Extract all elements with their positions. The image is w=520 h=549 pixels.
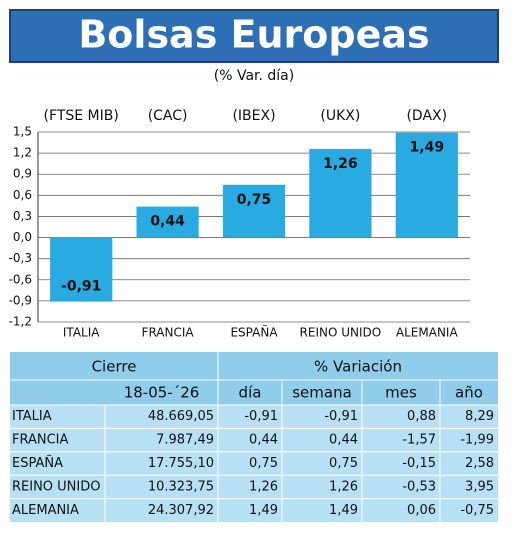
- x-tick-label: FRANCIA: [142, 326, 195, 340]
- table-cell: 1,49: [249, 503, 278, 518]
- table-cell: FRANCIA: [12, 433, 69, 448]
- table-cell: 1,49: [329, 503, 358, 518]
- table-cell: -0,75: [460, 503, 494, 518]
- table-column-header: 18-05-´26: [124, 384, 200, 402]
- y-tick-label: 0,6: [13, 188, 32, 202]
- table-cell: 7.987,49: [156, 433, 214, 448]
- bar: [309, 148, 372, 238]
- bar: [50, 237, 113, 302]
- table-cell: REINO UNIDO: [12, 479, 101, 494]
- table-group-header: Cierre: [92, 358, 137, 376]
- title-banner: [9, 9, 499, 63]
- index-label: (UKX): [320, 108, 360, 124]
- y-tick-label: 1,2: [13, 146, 32, 160]
- table-cell: ITALIA: [12, 409, 52, 424]
- x-tick-label: ALEMANIA: [396, 326, 459, 340]
- y-tick-label: -0,3: [9, 251, 32, 265]
- table-column-header: día: [239, 384, 262, 402]
- table-cell: 48.669,05: [148, 409, 214, 424]
- table-cell: 0,06: [407, 503, 436, 518]
- x-tick-label: ITALIA: [63, 326, 100, 340]
- table-column-header: semana: [292, 384, 352, 402]
- table-cell: 2,58: [465, 456, 494, 471]
- table-cell: 8,29: [465, 409, 494, 424]
- y-tick-label: -1,2: [9, 315, 32, 329]
- value-label: 0,75: [237, 192, 272, 208]
- table-cell: 10.323,75: [148, 479, 214, 494]
- x-tick-label: ESPAÑA: [230, 325, 278, 340]
- table-cell: 3,95: [465, 479, 494, 494]
- table-cell: 1,26: [249, 479, 278, 494]
- table-cell: 0,44: [249, 433, 278, 448]
- bar: [395, 132, 458, 238]
- table-cell: ESPAÑA: [12, 455, 63, 471]
- x-tick-label: REINO UNIDO: [300, 326, 382, 340]
- y-tick-label: 0,9: [13, 167, 32, 181]
- y-tick-label: -0,9: [9, 293, 32, 307]
- index-label: (DAX): [406, 108, 447, 124]
- y-tick-label: 1,5: [13, 125, 32, 139]
- table-column-header: año: [455, 384, 483, 402]
- value-label: 0,44: [150, 214, 185, 230]
- table-cell: 24.307,92: [148, 503, 214, 518]
- y-tick-label: -0,6: [9, 272, 32, 286]
- table-cell: -0,91: [244, 409, 278, 424]
- table-cell: -1,57: [402, 433, 436, 448]
- index-label: (CAC): [148, 108, 188, 124]
- y-tick-label: 0,0: [13, 230, 32, 244]
- table-cell: 0,75: [329, 456, 358, 471]
- value-label: 1,49: [410, 140, 445, 156]
- table-cell: 1,26: [329, 479, 358, 494]
- table-column-header: mes: [385, 384, 417, 402]
- table-cell: -0,91: [324, 409, 358, 424]
- table-cell: -0,15: [402, 456, 436, 471]
- bar: [222, 184, 286, 238]
- chart-subtitle: (% Var. día): [214, 68, 294, 84]
- table-cell: 0,75: [249, 456, 278, 471]
- value-label: 1,26: [323, 156, 358, 172]
- y-tick-label: 0,3: [13, 209, 32, 223]
- table-cell: -1,99: [460, 433, 494, 448]
- table-header: [10, 352, 498, 405]
- index-label: (IBEX): [232, 108, 275, 124]
- index-label: (FTSE MIB): [44, 108, 119, 124]
- chart-title: Bolsas Europeas: [78, 13, 429, 57]
- table-cell: ALEMANIA: [12, 503, 79, 518]
- table-cell: 17.755,10: [148, 456, 214, 471]
- value-label: -0,91: [61, 279, 101, 295]
- table-group-header: % Variación: [314, 358, 402, 376]
- table-cell: 0,44: [329, 433, 358, 448]
- table-cell: -0,53: [402, 479, 436, 494]
- table-cell: 0,88: [407, 409, 436, 424]
- bar: [136, 206, 199, 238]
